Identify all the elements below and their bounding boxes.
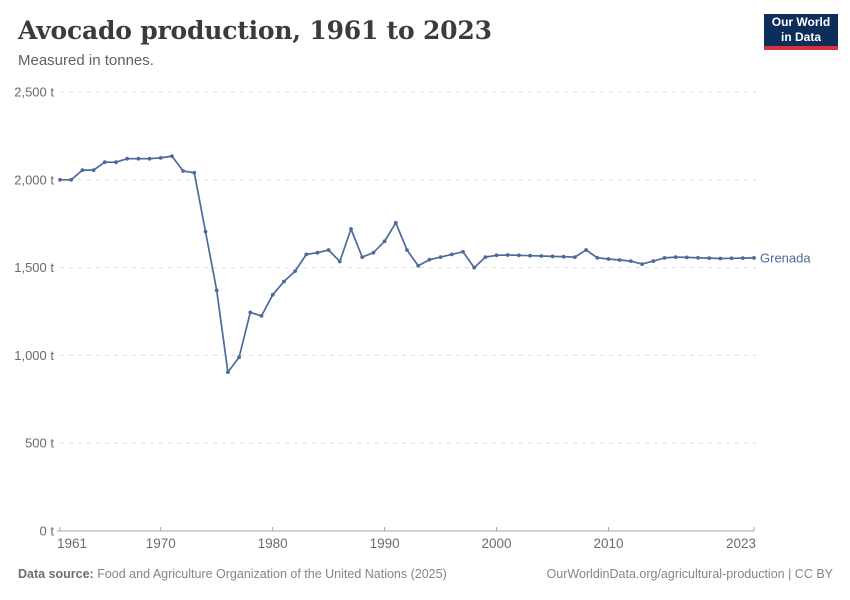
data-point[interactable] [158, 156, 163, 160]
y-tick-label: 1,500 t [14, 260, 54, 275]
data-point[interactable] [393, 220, 398, 225]
chart-subtitle: Measured in tonnes. [18, 52, 154, 69]
data-point[interactable] [629, 259, 633, 263]
data-point[interactable] [752, 256, 756, 260]
data-point[interactable] [371, 250, 376, 255]
data-point[interactable] [349, 227, 353, 231]
data-point[interactable] [416, 263, 421, 268]
data-point[interactable] [91, 168, 96, 173]
data-point[interactable] [259, 314, 264, 318]
x-tick-label: 2010 [593, 536, 623, 551]
data-point[interactable] [58, 177, 62, 182]
data-point[interactable] [114, 160, 118, 165]
data-point[interactable] [640, 262, 644, 266]
y-tick-label: 2,500 t [14, 85, 54, 100]
data-point[interactable] [248, 310, 253, 315]
footer-link[interactable]: OurWorldinData.org/agricultural-producti… [546, 567, 833, 581]
data-point[interactable] [438, 255, 443, 259]
chart-title: Avocado production, 1961 to 2023 [18, 16, 492, 45]
data-point[interactable] [550, 254, 555, 259]
data-point[interactable] [293, 269, 297, 273]
x-tick-label: 1961 [57, 536, 87, 551]
data-point[interactable] [214, 288, 219, 293]
data-source-label: Data source: [18, 567, 94, 581]
series-entity-label[interactable]: Grenada [760, 250, 811, 265]
x-tick-label: 2000 [482, 536, 512, 551]
data-point[interactable] [740, 256, 745, 260]
data-point[interactable] [461, 249, 465, 254]
data-source: Data source: Food and Agriculture Organi… [18, 567, 447, 581]
data-point[interactable] [505, 253, 510, 257]
data-point[interactable] [405, 248, 409, 252]
data-point[interactable] [561, 254, 566, 259]
data-point[interactable] [136, 156, 141, 161]
data-point[interactable] [69, 177, 74, 182]
x-tick-label: 1970 [146, 536, 176, 551]
data-point[interactable] [483, 255, 488, 259]
data-point[interactable] [181, 169, 186, 173]
x-tick-label: 2023 [726, 536, 756, 551]
data-point[interactable] [595, 255, 600, 260]
data-point[interactable] [517, 253, 521, 258]
data-point[interactable] [606, 257, 611, 261]
x-tick-label: 1990 [370, 536, 400, 551]
data-point[interactable] [684, 255, 689, 260]
data-point[interactable] [718, 256, 723, 261]
data-point[interactable] [729, 256, 734, 261]
data-point[interactable] [573, 255, 577, 259]
data-point[interactable] [696, 255, 700, 260]
data-point[interactable] [80, 168, 85, 173]
data-point[interactable] [662, 256, 667, 260]
data-point[interactable] [360, 255, 365, 259]
owid-logo-line1: Our World [771, 15, 831, 30]
data-point[interactable] [337, 259, 342, 264]
owid-logo[interactable]: Our World in Data [764, 14, 838, 50]
data-point[interactable] [382, 239, 387, 244]
data-point[interactable] [472, 265, 477, 270]
data-point[interactable] [125, 156, 130, 161]
data-point[interactable] [539, 254, 544, 258]
data-point[interactable] [315, 250, 320, 255]
data-point[interactable] [326, 248, 331, 252]
data-point[interactable] [147, 156, 152, 161]
data-point[interactable] [584, 248, 588, 252]
data-point[interactable] [673, 255, 678, 259]
y-tick-label: 500 t [25, 436, 54, 451]
data-source-text: Food and Agriculture Organization of the… [97, 567, 447, 581]
data-point[interactable] [651, 259, 656, 263]
data-point[interactable] [237, 355, 242, 360]
data-point[interactable] [203, 229, 208, 234]
series-line[interactable] [59, 155, 755, 373]
y-tick-label: 2,000 t [14, 172, 54, 187]
data-point[interactable] [494, 253, 499, 258]
chart-footer: Data source: Food and Agriculture Organi… [18, 567, 833, 581]
data-point[interactable] [617, 258, 622, 262]
owid-logo-line2: in Data [780, 30, 821, 44]
data-point[interactable] [102, 160, 107, 165]
y-tick-label: 0 t [40, 524, 55, 539]
data-point[interactable] [528, 253, 532, 258]
data-point[interactable] [192, 170, 197, 175]
data-point[interactable] [707, 256, 712, 260]
data-point[interactable] [304, 252, 309, 257]
y-tick-label: 1,000 t [14, 348, 54, 363]
data-point[interactable] [270, 292, 275, 297]
data-point[interactable] [449, 252, 454, 257]
data-point[interactable] [226, 370, 230, 374]
data-point[interactable] [282, 279, 286, 284]
data-point[interactable] [170, 154, 174, 159]
x-tick-label: 1980 [258, 536, 288, 551]
data-point[interactable] [427, 257, 432, 262]
